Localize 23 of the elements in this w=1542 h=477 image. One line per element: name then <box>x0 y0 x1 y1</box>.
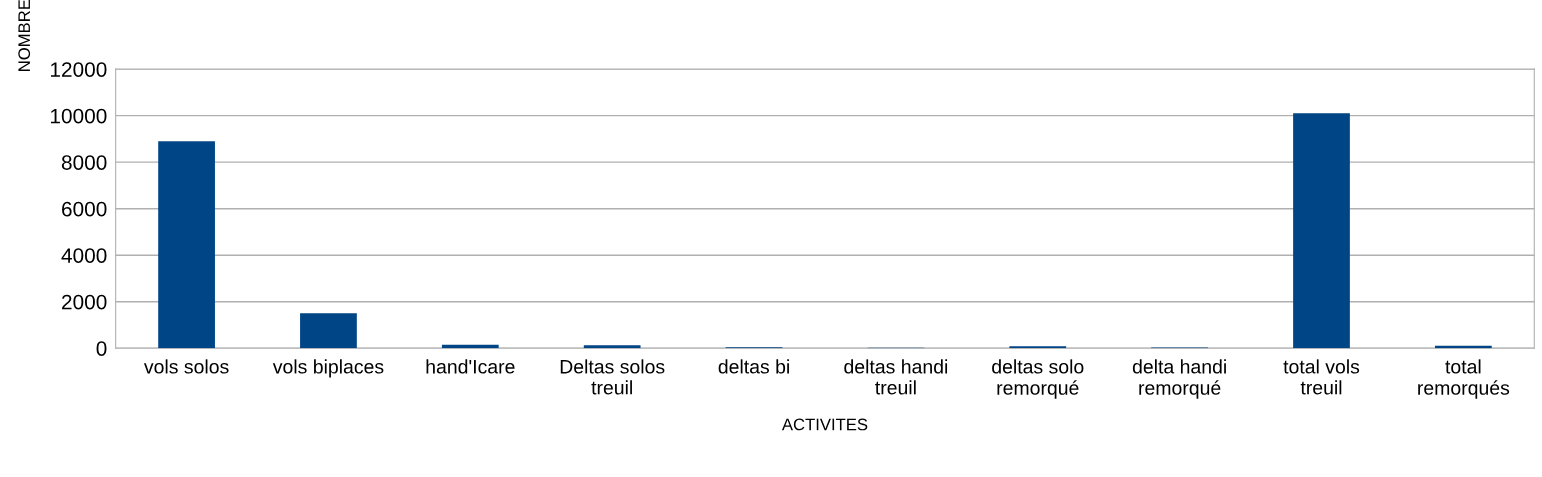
x-tick-label: total vols treuil <box>1283 359 1360 395</box>
x-tick-label: deltas handi treuil <box>844 359 948 395</box>
bar <box>1293 113 1350 349</box>
y-tick-label: 6000 <box>62 201 107 217</box>
y-tick-label: 8000 <box>61 155 107 170</box>
x-tick-label: deltas bi <box>718 359 789 374</box>
y-tick-label: 10000 <box>50 108 107 124</box>
bar <box>158 141 215 349</box>
x-tick-label: deltas solo remorqué <box>992 359 1084 399</box>
x-tick-label: total remorqués <box>1418 359 1510 399</box>
bar <box>300 313 357 349</box>
x-axis-title: ACTIVITES <box>781 418 868 431</box>
y-tick-label: 2000 <box>62 294 107 310</box>
x-tick-label: vols biplaces <box>272 359 384 378</box>
bar <box>583 345 641 349</box>
y-tick-label: 12000 <box>50 62 107 77</box>
x-tick-label: hand'Icare <box>426 359 515 374</box>
y-axis-title: NOMBRE <box>18 0 31 71</box>
x-tick-label: delta handi remorqué <box>1132 359 1226 399</box>
x-tick-label: Deltas solos treuil <box>560 359 665 395</box>
y-tick-label: 0 <box>96 341 107 356</box>
y-tick-label: 4000 <box>61 248 107 263</box>
x-tick-label: vols solos <box>143 359 229 374</box>
